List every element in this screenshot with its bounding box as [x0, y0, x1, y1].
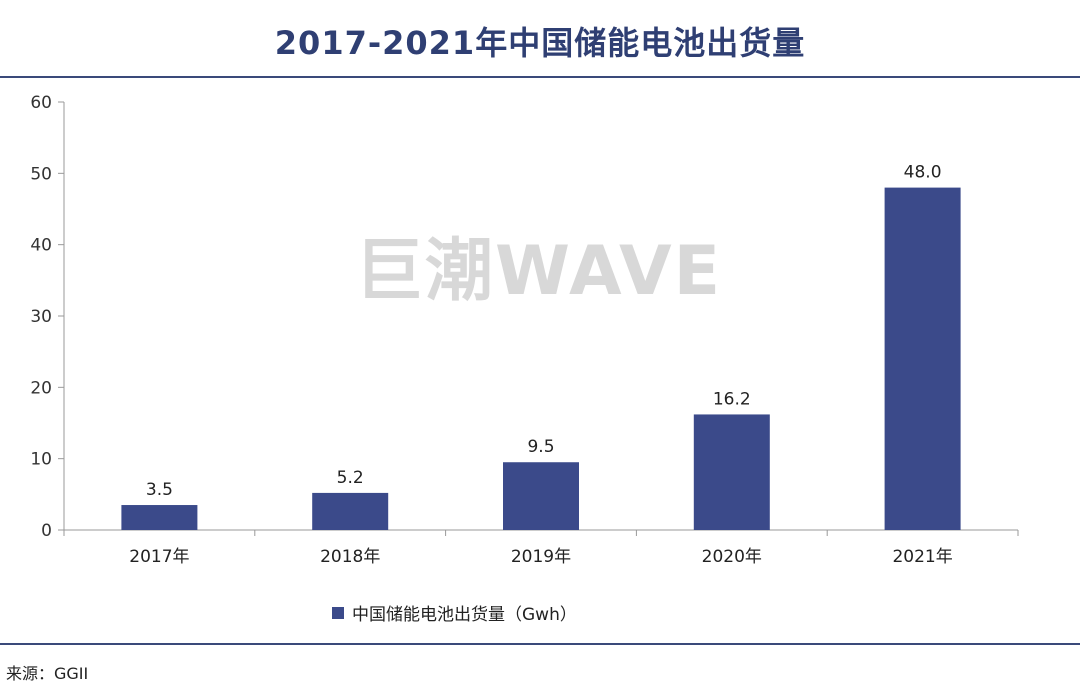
chart-title: 2017-2021年中国储能电池出货量	[274, 24, 806, 62]
legend-label: 中国储能电池出货量（Gwh）	[352, 605, 577, 625]
y-tick-label: 60	[30, 93, 52, 113]
source-note: 来源：GGII	[6, 664, 89, 683]
bottom-divider	[0, 643, 1080, 645]
y-tick-label: 40	[30, 236, 52, 256]
y-tick-label: 10	[30, 450, 52, 470]
bar	[884, 187, 961, 530]
x-tick-label: 2017年	[129, 547, 189, 567]
x-tick-label: 2021年	[892, 547, 952, 567]
legend-swatch	[332, 606, 344, 619]
x-tick-label: 2018年	[320, 547, 380, 567]
y-tick-label: 50	[30, 164, 52, 184]
chart-legend: 中国储能电池出货量（Gwh）	[332, 600, 577, 625]
y-tick-label: 30	[30, 307, 52, 327]
bar-value-label: 48.0	[904, 163, 942, 183]
y-tick-label: 0	[41, 521, 52, 541]
watermark: 巨潮WAVE	[355, 232, 723, 311]
bar	[312, 492, 389, 530]
top-divider	[0, 76, 1080, 78]
bar-value-label: 16.2	[713, 389, 751, 409]
bar-value-label: 3.5	[146, 480, 173, 500]
bar	[503, 462, 579, 530]
bar	[121, 505, 198, 530]
bar	[693, 414, 770, 530]
y-tick-label: 20	[30, 378, 52, 398]
chart-bars	[121, 187, 961, 530]
bar-chart: 0 10 20 30 40 50 60 3.5 2017年 5.2 2018年 9.5 2019年 16.…	[30, 93, 1019, 567]
x-tick-label: 2020年	[702, 547, 762, 567]
bar-value-label: 9.5	[527, 437, 554, 457]
x-tick-label: 2019年	[511, 547, 571, 567]
bar-value-label: 5.2	[337, 468, 364, 488]
chart-labels: 0 10 20 30 40 50 60 3.5 2017年 5.2 2018年 9.5 2019年 16.…	[30, 93, 952, 567]
